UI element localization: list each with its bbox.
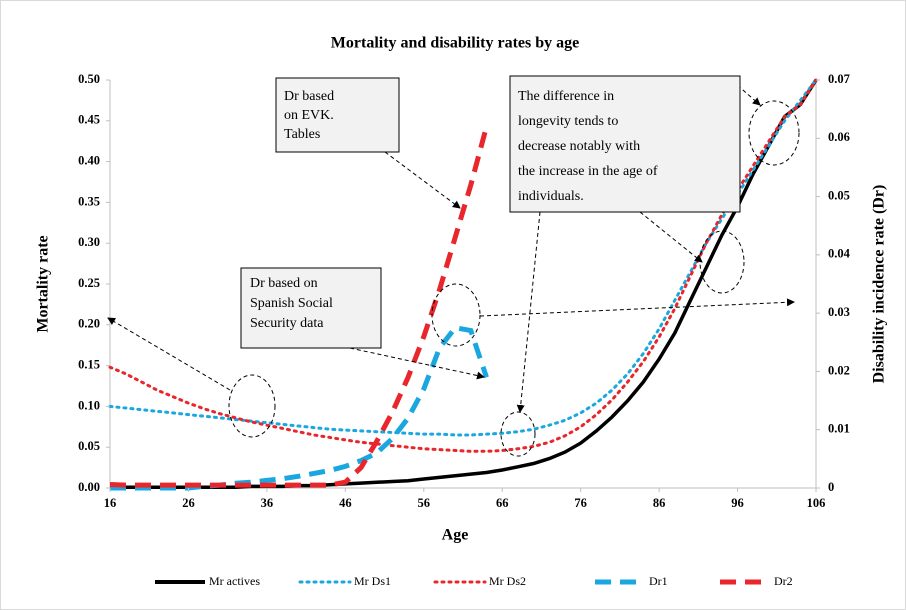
x-tick-label: 46	[339, 496, 352, 510]
y-tick-label: 0.50	[78, 72, 100, 86]
series-line	[109, 125, 489, 488]
y-tick-label: 0.15	[78, 357, 100, 371]
arrow	[384, 151, 461, 209]
y2-tick-label: 0.07	[828, 72, 850, 86]
annotation-box	[275, 77, 400, 153]
y2-tick-label: 0.01	[828, 422, 850, 436]
annotation-text: longevity tends to	[518, 114, 618, 129]
arrow	[349, 347, 485, 380]
x-tick-label: 66	[496, 496, 509, 510]
x-tick-label: 106	[807, 496, 826, 510]
annotation-text: decrease notably with	[518, 139, 640, 154]
y-tick-label: 0.30	[78, 235, 100, 249]
annotation-text: Dr based on	[250, 276, 318, 291]
y-axis-label: Mortality rate	[35, 235, 52, 332]
x-tick-label: 76	[574, 496, 587, 510]
legend: Mr actives Mr Ds1 Mr Ds2 Dr1 Dr2	[155, 574, 793, 588]
annotation-text: Tables	[284, 127, 320, 142]
chart-title: Mortality and disability rates by age	[331, 35, 579, 52]
annotation-box	[509, 75, 741, 213]
annotation-text: individuals.	[518, 189, 584, 204]
y-tick-label: 0.00	[78, 480, 100, 494]
y-tick-label: 0.20	[78, 317, 100, 331]
y2-tick-label: 0.03	[828, 305, 850, 319]
y-tick-label: 0.35	[78, 194, 100, 208]
x-tick-label: 86	[653, 496, 666, 510]
y2-tick-label: 0.04	[828, 247, 851, 261]
x-axis-label: Age	[442, 527, 469, 544]
x-tick-label: 26	[182, 496, 195, 510]
arrow	[639, 211, 703, 263]
legend-label: Dr2	[774, 574, 793, 588]
legend-label: Mr Ds2	[489, 574, 526, 588]
y-tick-label: 0.40	[78, 153, 100, 167]
annotation-text: the increase in the age of	[518, 164, 658, 179]
annotation-text: on EVK.	[284, 108, 334, 123]
x-tick-label: 96	[731, 496, 744, 510]
ellipse	[431, 283, 481, 347]
y2-tick-label: 0.06	[828, 130, 850, 144]
arrow	[479, 298, 795, 317]
series-line	[110, 79, 818, 489]
annotation-box	[240, 267, 382, 349]
x-tick-label: 36	[261, 496, 274, 510]
x-tick-label: 16	[104, 496, 117, 510]
y2-tick-label: 0.05	[828, 188, 850, 202]
legend-label: Dr1	[649, 574, 668, 588]
legend-label: Mr actives	[209, 574, 260, 588]
y-tick-label: 0.25	[78, 276, 100, 290]
ellipse	[748, 100, 800, 166]
ellipse	[699, 230, 745, 294]
annotation-text: The difference in	[518, 89, 614, 104]
annotation-text: Security data	[250, 316, 324, 331]
ellipses	[228, 100, 800, 457]
arrow	[107, 317, 231, 391]
arrow	[516, 211, 541, 413]
y2-tick-label: 0	[828, 480, 834, 494]
y-tick-label: 0.45	[78, 113, 100, 127]
legend-label: Mr Ds1	[354, 574, 391, 588]
y-tick-label: 0.05	[78, 439, 100, 453]
y2-axis-label: Disability incidence rate (Dr)	[871, 185, 888, 384]
ellipse	[228, 374, 276, 438]
y-tick-label: 0.10	[78, 398, 100, 412]
x-tick-label: 56	[418, 496, 431, 510]
series-line	[110, 324, 489, 491]
annotation-text: Spanish Social	[250, 296, 333, 311]
y2-tick-label: 0.02	[828, 363, 850, 377]
annotation-text: Dr based	[284, 89, 334, 104]
